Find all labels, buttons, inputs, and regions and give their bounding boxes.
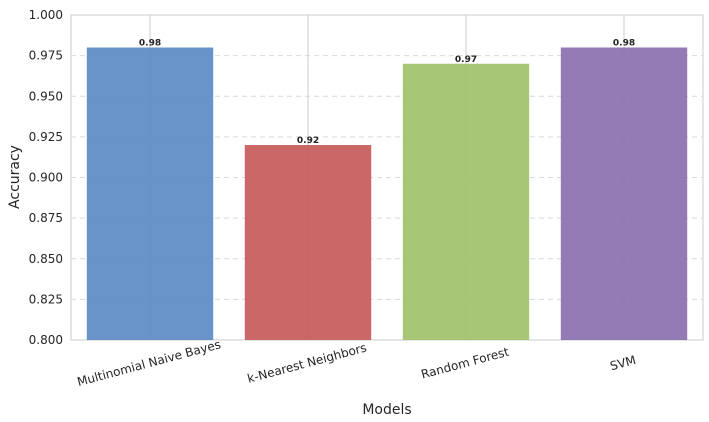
x-axis-ticks: Multinomial Naive Bayes k-Nearest Neighbo… — [76, 337, 638, 389]
bar — [560, 47, 688, 340]
bar-value-label: 0.97 — [455, 55, 477, 65]
y-tick-label: 0.950 — [29, 89, 63, 103]
bar — [244, 145, 372, 340]
data-labels: 0.98 0.92 0.97 0.98 — [139, 39, 635, 147]
bar-value-label: 0.98 — [139, 39, 161, 49]
y-tick-label: 1.000 — [29, 8, 63, 22]
x-tick-label: Multinomial Naive Bayes — [76, 337, 223, 389]
y-tick-label: 0.850 — [29, 252, 63, 266]
y-tick-label: 0.825 — [29, 292, 63, 306]
y-tick-label: 0.800 — [29, 333, 63, 347]
y-tick-label: 0.900 — [29, 171, 63, 185]
x-tick-label: Random Forest — [420, 345, 511, 382]
y-tick-label: 0.875 — [29, 211, 63, 225]
bar — [402, 63, 530, 340]
x-axis-title: Models — [362, 402, 411, 418]
y-tick-label: 0.925 — [29, 130, 63, 144]
bar-value-label: 0.98 — [613, 39, 635, 49]
bars — [86, 47, 688, 340]
x-tick-label: SVM — [609, 353, 638, 373]
y-axis-ticks: 0.800 0.825 0.850 0.875 0.900 0.925 0.950 0.975… — [29, 8, 63, 347]
y-axis-title: Accuracy — [7, 145, 23, 209]
y-tick-label: 0.975 — [29, 49, 63, 63]
bar-value-label: 0.92 — [297, 136, 319, 146]
x-tick-label: k-Nearest Neighbors — [246, 340, 368, 385]
bar — [86, 47, 214, 340]
